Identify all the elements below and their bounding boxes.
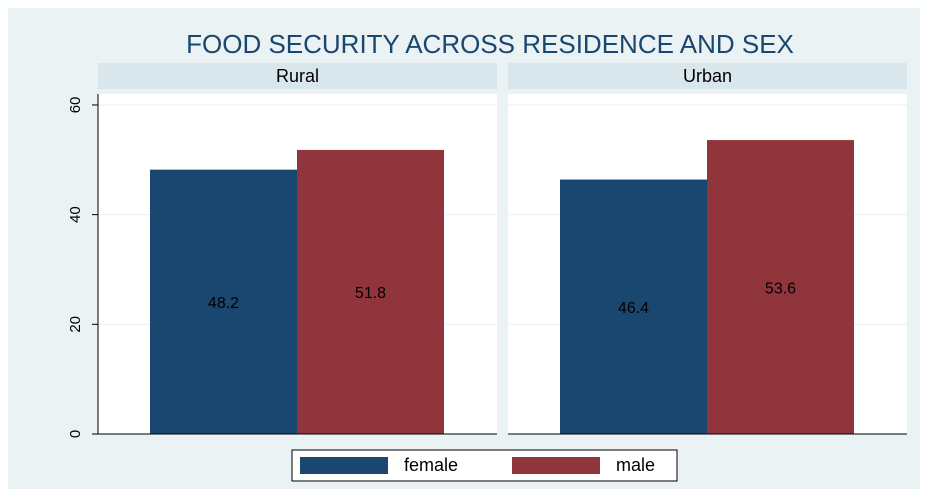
value-label: 48.2 — [208, 295, 239, 312]
panel-header — [508, 63, 907, 89]
chart-title: FOOD SECURITY ACROSS RESIDENCE AND SEX — [186, 29, 794, 59]
legend-label: female — [404, 455, 458, 475]
y-tick-label: 60 — [67, 97, 84, 114]
y-tick-label: 0 — [67, 430, 84, 438]
panel-header — [98, 63, 497, 89]
panel-title: Rural — [276, 66, 319, 86]
panel-title: Urban — [683, 66, 732, 86]
y-tick-label: 40 — [67, 206, 84, 223]
y-tick-label: 20 — [67, 316, 84, 333]
bar — [150, 169, 297, 434]
value-label: 46.4 — [618, 300, 649, 317]
bar — [707, 140, 854, 434]
legend-label: male — [616, 455, 655, 475]
value-label: 51.8 — [355, 285, 386, 302]
value-label: 53.6 — [765, 280, 796, 297]
legend-swatch — [512, 457, 600, 474]
legend-swatch — [300, 457, 388, 474]
bar — [560, 179, 707, 434]
bar — [297, 149, 444, 434]
